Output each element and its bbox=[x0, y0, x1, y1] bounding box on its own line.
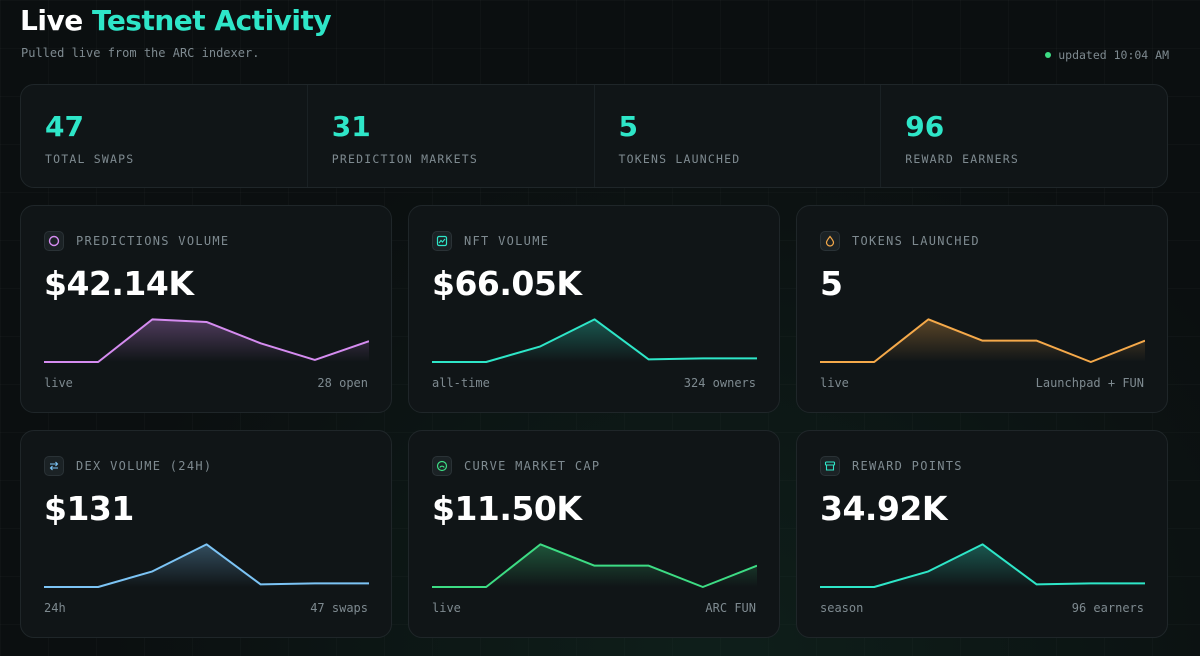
card-predictions-volume[interactable]: PREDICTIONS VOLUME $42.14K live 28 open bbox=[20, 205, 392, 413]
card-foot-right: Launchpad + FUN bbox=[1035, 376, 1144, 390]
sparkline-area bbox=[432, 319, 757, 362]
card-header: TOKENS LAUNCHED bbox=[820, 231, 980, 251]
title-live: Live bbox=[20, 4, 83, 37]
card-header: REWARD POINTS bbox=[820, 456, 963, 476]
stat-tokens-launched: 5 TOKENS LAUNCHED bbox=[593, 85, 881, 187]
card-foot-left: season bbox=[820, 601, 864, 615]
card-foot-right: 28 open bbox=[317, 376, 368, 390]
card-header: DEX VOLUME (24H) bbox=[44, 456, 212, 476]
card-label: TOKENS LAUNCHED bbox=[852, 234, 980, 248]
card-foot-right: 324 owners bbox=[683, 376, 756, 390]
live-dot-icon bbox=[1045, 52, 1052, 58]
card-tokens-launched[interactable]: TOKENS LAUNCHED 5 live Launchpad + FUN bbox=[796, 205, 1168, 413]
card-foot-left: live bbox=[432, 601, 461, 615]
card-value: 5 bbox=[820, 264, 843, 303]
updated-status: updated 10:04 AM bbox=[1045, 48, 1169, 62]
page-title: Live Testnet Activity bbox=[20, 4, 332, 37]
sparkline-line bbox=[44, 318, 369, 363]
sparkline bbox=[432, 318, 757, 363]
sparkline bbox=[820, 543, 1145, 588]
sparkline-line bbox=[820, 543, 1145, 588]
card-value: 34.92K bbox=[820, 489, 947, 528]
sparkline-area bbox=[432, 544, 757, 587]
stat-value: 31 bbox=[331, 110, 371, 143]
card-label: DEX VOLUME (24H) bbox=[76, 459, 213, 473]
card-dex-volume[interactable]: DEX VOLUME (24H) $131 24h 47 swaps bbox=[20, 430, 392, 638]
sparkline-line bbox=[820, 318, 1145, 363]
card-value: $42.14K bbox=[44, 264, 194, 303]
card-reward-points[interactable]: REWARD POINTS 34.92K season 96 earners bbox=[796, 430, 1168, 638]
stat-label: TOTAL SWAPS bbox=[45, 152, 135, 166]
updated-time: updated 10:04 AM bbox=[1058, 48, 1169, 62]
stat-label: PREDICTION MARKETS bbox=[331, 152, 478, 166]
card-value: $131 bbox=[44, 489, 134, 528]
sparkline-area bbox=[820, 544, 1145, 587]
chart-icon bbox=[432, 231, 452, 251]
card-foot-left: live bbox=[44, 376, 73, 390]
card-label: PREDICTIONS VOLUME bbox=[76, 234, 230, 248]
stat-label: REWARD EARNERS bbox=[905, 152, 1019, 166]
sparkline-line bbox=[432, 318, 757, 363]
drop-icon bbox=[820, 231, 840, 251]
stat-value: 47 bbox=[45, 110, 84, 143]
stat-prediction-markets: 31 PREDICTION MARKETS bbox=[306, 85, 594, 187]
card-label: NFT VOLUME bbox=[464, 234, 550, 248]
stats-bar: 47 TOTAL SWAPS 31 PREDICTION MARKETS 5 T… bbox=[20, 84, 1168, 188]
card-header: CURVE MARKET CAP bbox=[432, 456, 600, 476]
swap-icon bbox=[44, 456, 64, 476]
box-icon bbox=[820, 456, 840, 476]
circle-icon bbox=[44, 231, 64, 251]
sparkline-area bbox=[44, 319, 369, 362]
card-value: $66.05K bbox=[432, 264, 582, 303]
card-label: CURVE MARKET CAP bbox=[464, 459, 601, 473]
stat-reward-earners: 96 REWARD EARNERS bbox=[880, 85, 1167, 187]
stat-value: 96 bbox=[905, 110, 945, 143]
card-foot-left: live bbox=[820, 376, 849, 390]
sparkline-area bbox=[44, 544, 369, 587]
sparkline bbox=[820, 318, 1145, 363]
card-header: NFT VOLUME bbox=[432, 231, 549, 251]
card-value: $11.50K bbox=[432, 489, 582, 528]
stat-total-swaps: 47 TOTAL SWAPS bbox=[21, 85, 307, 187]
card-foot-right: 96 earners bbox=[1071, 601, 1144, 615]
card-label: REWARD POINTS bbox=[852, 459, 963, 473]
sparkline-line bbox=[44, 543, 369, 588]
stat-label: TOKENS LAUNCHED bbox=[618, 152, 741, 166]
title-testnet-activity: Testnet Activity bbox=[91, 4, 332, 37]
sparkline-area bbox=[820, 319, 1145, 362]
sparkline-line bbox=[432, 543, 757, 588]
card-header: PREDICTIONS VOLUME bbox=[44, 231, 229, 251]
card-nft-volume[interactable]: NFT VOLUME $66.05K all-time 324 owners bbox=[408, 205, 780, 413]
sparkline bbox=[44, 318, 369, 363]
sparkline bbox=[432, 543, 757, 588]
card-curve-market-cap[interactable]: CURVE MARKET CAP $11.50K live ARC FUN bbox=[408, 430, 780, 638]
card-foot-left: all-time bbox=[432, 376, 490, 390]
gauge-icon bbox=[432, 456, 452, 476]
page-subtitle: Pulled live from the ARC indexer. bbox=[21, 46, 260, 60]
sparkline bbox=[44, 543, 369, 588]
card-foot-right: 47 swaps bbox=[310, 601, 368, 615]
card-foot-right: ARC FUN bbox=[705, 601, 756, 615]
card-foot-left: 24h bbox=[44, 601, 66, 615]
stat-value: 5 bbox=[618, 110, 638, 143]
